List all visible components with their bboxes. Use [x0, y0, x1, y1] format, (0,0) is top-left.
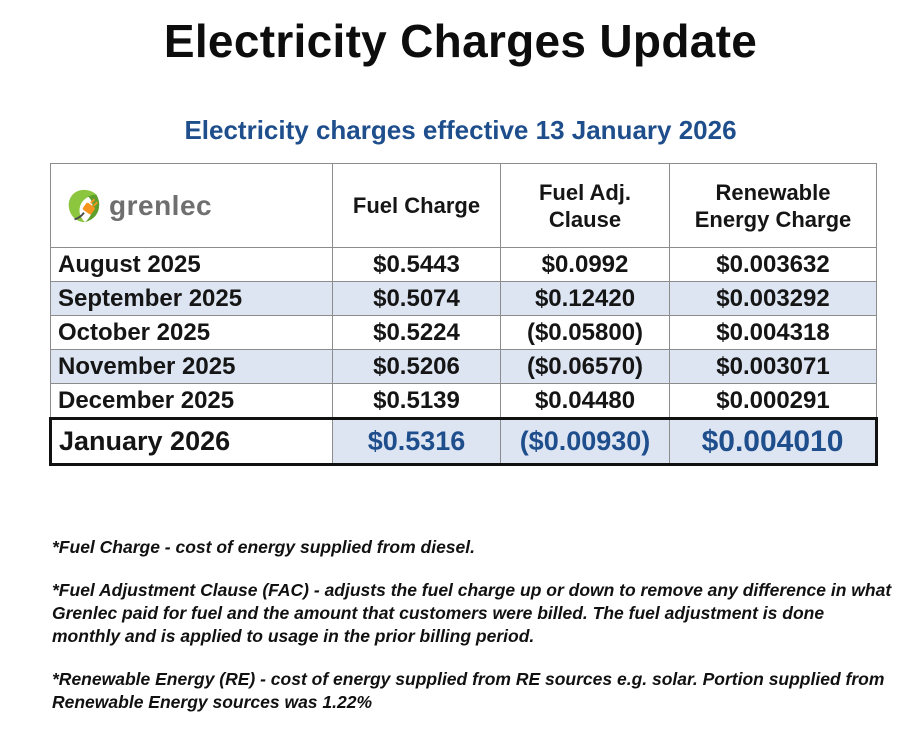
fuel-adj-cell: $0.04480 — [500, 383, 670, 419]
month-cell: August 2025 — [50, 247, 333, 282]
header-fuel-charge-label: Fuel Charge — [352, 193, 481, 218]
fuel-charge-cell: $0.5139 — [332, 383, 501, 419]
fuel-charge-cell: $0.5206 — [332, 349, 501, 384]
current-month-row: January 2026 $0.5316 ($0.00930) $0.00401… — [49, 417, 878, 466]
table-row: September 2025 $0.5074 $0.12420 $0.00329… — [50, 281, 877, 316]
table-row: November 2025 $0.5206 ($0.06570) $0.0030… — [50, 349, 877, 384]
table-row: August 2025 $0.5443 $0.0992 $0.003632 — [50, 247, 877, 282]
footnotes: *Fuel Charge - cost of energy supplied f… — [52, 536, 892, 734]
table-header-row: grenlec Fuel Charge Fuel Adj. Clause Ren… — [50, 163, 877, 248]
renewable-cell: $0.004010 — [669, 417, 878, 466]
renewable-cell: $0.003632 — [669, 247, 877, 282]
table-row: December 2025 $0.5139 $0.04480 $0.000291 — [50, 383, 877, 419]
charges-table: grenlec Fuel Charge Fuel Adj. Clause Ren… — [49, 163, 878, 466]
fuel-charge-cell: $0.5316 — [332, 417, 501, 466]
fuel-adj-cell: ($0.00930) — [500, 417, 670, 466]
fuel-adj-cell: ($0.05800) — [500, 315, 670, 350]
logo-text: grenlec — [109, 190, 213, 221]
footnote-fac: *Fuel Adjustment Clause (FAC) - adjusts … — [52, 580, 892, 646]
fuel-adj-cell: ($0.06570) — [500, 349, 670, 384]
renewable-cell: $0.003071 — [669, 349, 877, 384]
month-cell: January 2026 — [49, 417, 333, 466]
header-fuel-adj-label: Fuel Adj. Clause — [538, 179, 632, 232]
footnote-renewable: *Renewable Energy (RE) - cost of energy … — [52, 669, 885, 712]
fuel-charge-cell: $0.5224 — [332, 315, 501, 350]
renewable-cell: $0.003292 — [669, 281, 877, 316]
page-title: Electricity Charges Update — [163, 15, 758, 67]
month-cell: October 2025 — [50, 315, 333, 350]
fuel-adj-cell: $0.12420 — [500, 281, 670, 316]
plug-leaf-icon — [68, 189, 100, 222]
header-fuel-adj: Fuel Adj. Clause — [500, 163, 670, 248]
logo-cell: grenlec — [50, 163, 333, 248]
month-cell: September 2025 — [50, 281, 333, 316]
table-row: October 2025 $0.5224 ($0.05800) $0.00431… — [50, 315, 877, 350]
fuel-adj-cell: $0.0992 — [500, 247, 670, 282]
header-renewable-label: Renewable Energy Charge — [694, 179, 852, 232]
month-cell: December 2025 — [50, 383, 333, 419]
renewable-cell: $0.004318 — [669, 315, 877, 350]
header-renewable: Renewable Energy Charge — [669, 163, 877, 248]
renewable-cell: $0.000291 — [669, 383, 877, 419]
fuel-charge-cell: $0.5443 — [332, 247, 501, 282]
footnote-fuel-charge: *Fuel Charge - cost of energy supplied f… — [52, 537, 475, 557]
grenlec-logo: grenlec — [51, 187, 332, 225]
fuel-charge-cell: $0.5074 — [332, 281, 501, 316]
month-cell: November 2025 — [50, 349, 333, 384]
page-subtitle: Electricity charges effective 13 January… — [184, 115, 737, 145]
header-fuel-charge: Fuel Charge — [332, 163, 501, 248]
